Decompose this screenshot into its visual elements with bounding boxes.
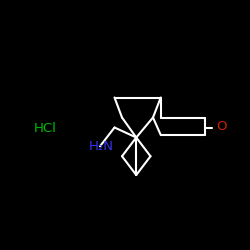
Text: O: O <box>216 120 227 134</box>
Text: HCl: HCl <box>34 122 56 134</box>
Text: H₂N: H₂N <box>89 140 114 153</box>
